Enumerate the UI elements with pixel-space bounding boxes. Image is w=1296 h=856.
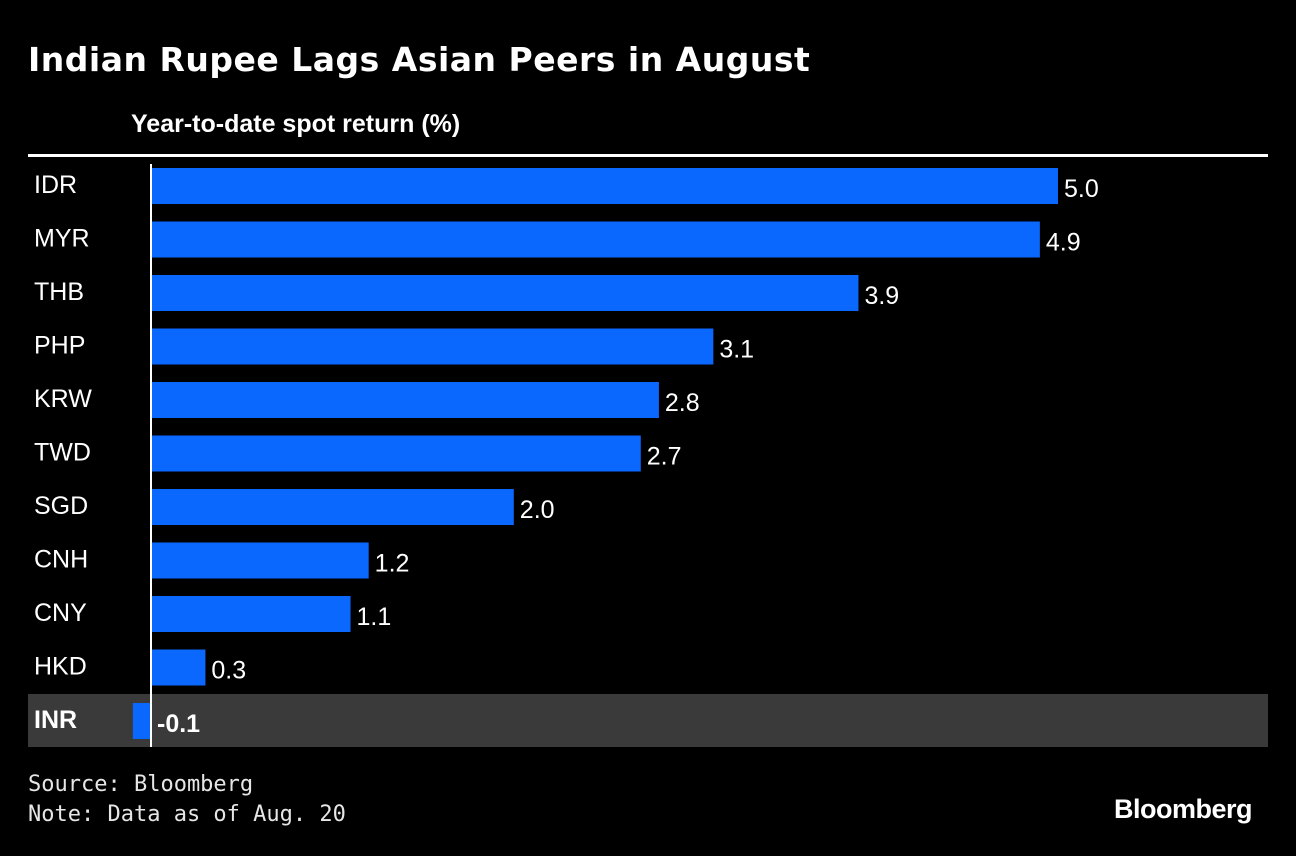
value-label-cnh: 1.2 (375, 550, 410, 578)
category-label-php: PHP (34, 332, 85, 360)
bar-twd (151, 435, 641, 472)
header-rule (28, 154, 1268, 157)
chart-subtitle: Year-to-date spot return (%) (131, 110, 461, 138)
bar-cnh (151, 542, 369, 579)
category-label-inr: INR (34, 706, 77, 734)
category-label-myr: MYR (34, 225, 90, 253)
highlight-row-inr (28, 694, 1268, 747)
bar-hkd (151, 649, 206, 686)
category-label-cny: CNY (34, 599, 87, 627)
category-label-twd: TWD (34, 439, 91, 467)
value-label-idr: 5.0 (1064, 175, 1099, 203)
bar-sgd (151, 489, 514, 525)
data-note: Note: Data as of Aug. 20 (28, 802, 346, 827)
bar-inr (132, 703, 151, 739)
bar-chart: IDR 5.0 MYR 4.9 THB 3.9 PHP 3.1 KRW 2.8 TWD 2.7 SGD 2… (28, 164, 1268, 747)
category-label-idr: IDR (34, 171, 77, 199)
bloomberg-logo: Bloomberg (1114, 794, 1253, 824)
category-label-thb: THB (34, 278, 84, 306)
category-label-hkd: HKD (34, 653, 87, 681)
category-label-sgd: SGD (34, 492, 88, 520)
category-label-krw: KRW (34, 385, 92, 413)
value-label-myr: 4.9 (1046, 229, 1081, 257)
bar-myr (151, 221, 1040, 258)
bar-php (151, 328, 714, 365)
value-label-cny: 1.1 (357, 603, 392, 631)
bar-idr (151, 168, 1058, 204)
value-label-inr: -0.1 (157, 710, 200, 738)
value-label-sgd: 2.0 (520, 496, 555, 524)
value-label-hkd: 0.3 (211, 657, 246, 685)
bar-thb (151, 275, 859, 311)
category-label-cnh: CNH (34, 546, 88, 574)
value-label-thb: 3.9 (864, 282, 899, 310)
source-note: Source: Bloomberg (28, 772, 254, 797)
bar-cny (151, 596, 351, 632)
value-label-twd: 2.7 (647, 443, 682, 471)
chart-title: Indian Rupee Lags Asian Peers in August (28, 40, 811, 79)
bar-krw (151, 382, 659, 418)
value-label-php: 3.1 (719, 336, 754, 364)
value-label-krw: 2.8 (665, 389, 700, 417)
